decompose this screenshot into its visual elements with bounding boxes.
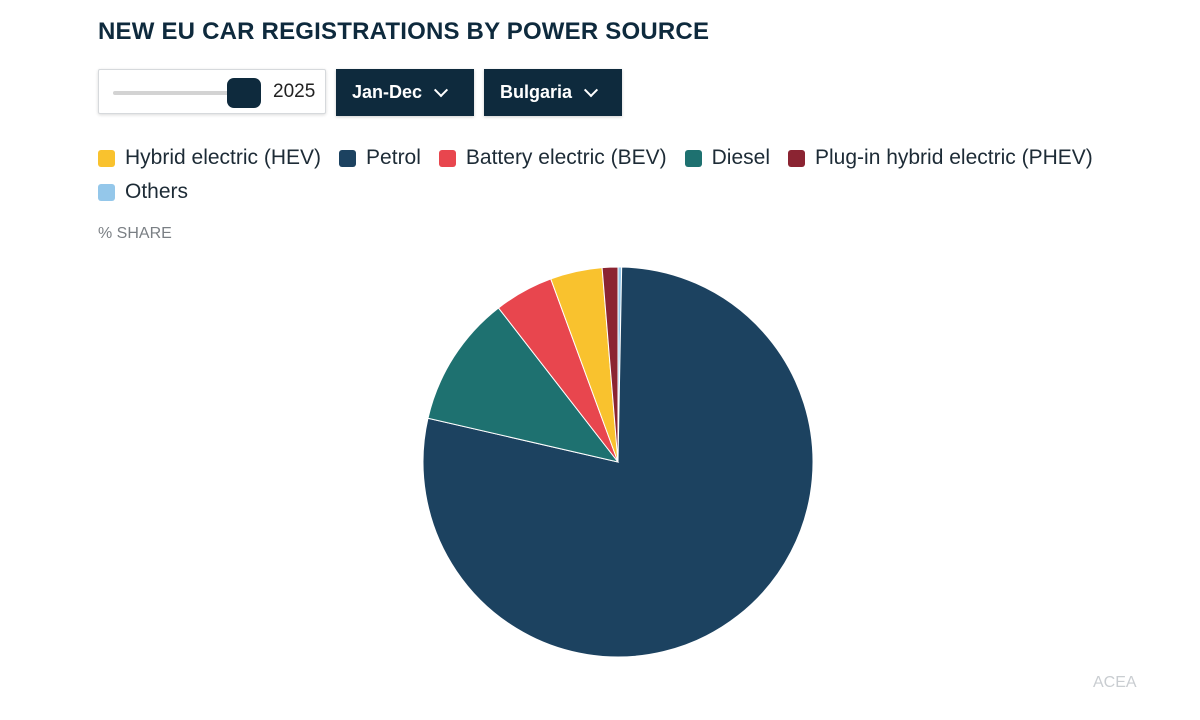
legend-label-diesel: Diesel	[711, 146, 770, 169]
country-dropdown[interactable]: Bulgaria	[484, 69, 622, 116]
year-slider-track[interactable]	[113, 91, 233, 95]
legend-item-others[interactable]: Others	[98, 180, 188, 204]
year-value: 2025	[273, 81, 316, 102]
legend-swatch-hev	[98, 149, 115, 167]
legend-swatch-phev	[788, 149, 805, 167]
chart-title: NEW EU CAR REGISTRATIONS BY POWER SOURCE	[98, 18, 710, 45]
chart-controls: 2025 Jan-Dec Bulgaria	[98, 69, 622, 116]
pie-slice-diesel[interactable]	[427, 307, 620, 463]
year-slider-handle[interactable]	[227, 78, 261, 108]
legend-label-bev: Battery electric (BEV)	[465, 146, 667, 169]
legend-label-others: Others	[125, 180, 189, 203]
legend-item-phev[interactable]: Plug-in hybrid electric (PHEV)	[788, 146, 1093, 170]
period-dropdown-label: Jan-Dec	[352, 82, 423, 102]
unit-label: % SHARE	[98, 225, 172, 242]
legend-item-hev[interactable]: Hybrid electric (HEV)	[98, 146, 321, 170]
pie-slice-phev[interactable]	[601, 266, 619, 463]
legend: Hybrid electric (HEV) Petrol Battery ele…	[98, 146, 1148, 204]
legend-label-hev: Hybrid electric (HEV)	[125, 146, 322, 169]
year-slider[interactable]: 2025	[98, 69, 326, 114]
credits-link[interactable]: ACEA	[1093, 674, 1137, 691]
legend-swatch-others	[98, 183, 115, 201]
legend-label-phev: Plug-in hybrid electric (PHEV)	[815, 146, 1093, 169]
legend-label-petrol: Petrol	[366, 146, 421, 169]
legend-item-petrol[interactable]: Petrol	[339, 146, 421, 170]
legend-swatch-bev	[438, 149, 456, 167]
legend-swatch-petrol	[339, 149, 357, 167]
legend-item-bev[interactable]: Battery electric (BEV)	[438, 146, 667, 170]
period-dropdown[interactable]: Jan-Dec	[336, 69, 474, 116]
legend-swatch-diesel	[684, 149, 702, 167]
country-dropdown-label: Bulgaria	[500, 82, 573, 102]
legend-item-diesel[interactable]: Diesel	[684, 146, 770, 170]
